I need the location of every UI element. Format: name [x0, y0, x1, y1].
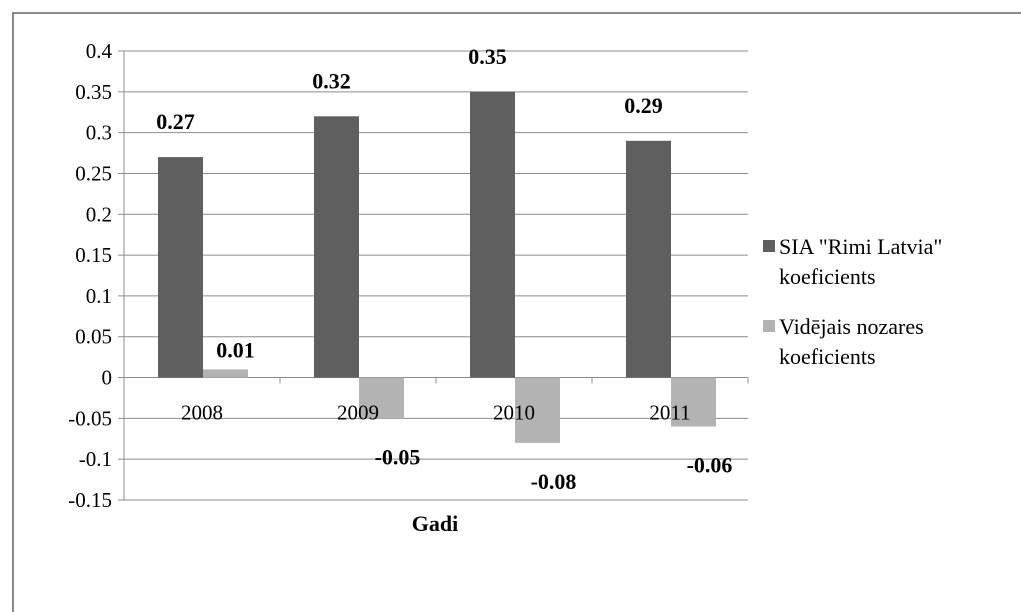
- y-tick-label: 0.1: [86, 284, 112, 308]
- y-tick-label: 0.2: [86, 202, 112, 226]
- x-tick-label: 2011: [649, 401, 690, 425]
- bar-series-2: [671, 377, 716, 427]
- legend-swatch: [763, 320, 775, 332]
- bars: [158, 91, 716, 443]
- x-tick-label: 2010: [493, 401, 535, 425]
- data-labels: 0.27 0.32 0.35 0.29 0.01 -0.05 -0.08 -0.06: [156, 44, 732, 494]
- data-label: 0.35: [468, 44, 507, 69]
- data-label: -0.06: [687, 453, 733, 478]
- chart-frame: [12, 12, 1021, 612]
- x-tick-label: 2008: [181, 401, 223, 425]
- bar-series-1: [626, 140, 671, 378]
- y-tick-label: -0.05: [68, 406, 112, 430]
- y-tick-label: 0.3: [86, 121, 112, 145]
- y-tick-label: -0.15: [68, 488, 112, 512]
- y-tick-label: 0.25: [75, 161, 112, 185]
- legend-label: SIA "Rimi Latvia": [779, 234, 942, 259]
- data-label: -0.05: [375, 444, 421, 469]
- legend-label: koeficients: [779, 344, 876, 369]
- data-label: -0.08: [531, 469, 577, 494]
- y-tick-label: -0.1: [79, 447, 112, 471]
- chart: 0.270.320.350.290.01-0.05-0.08-0.06 0.40…: [68, 39, 942, 536]
- bar-series-1: [314, 116, 359, 378]
- x-tick-label: 2009: [337, 401, 379, 425]
- y-tick-label: 0.35: [75, 80, 112, 104]
- legend-label: koeficients: [779, 264, 876, 289]
- y-tick-label: 0.4: [86, 39, 113, 63]
- x-axis-title: Gadi: [412, 511, 458, 536]
- bar-series-2: [203, 369, 248, 378]
- bar-series-1: [470, 91, 515, 378]
- data-label: 0.01: [216, 337, 255, 362]
- bar-series-1: [158, 157, 203, 378]
- legend-label: Vidējais nozares: [779, 314, 924, 339]
- legend-swatch: [763, 240, 775, 252]
- bar-series-2: [359, 377, 404, 419]
- y-tick-label: 0: [102, 366, 113, 390]
- bar-series-2: [515, 377, 560, 443]
- data-label: 0.29: [624, 93, 663, 118]
- data-label: 0.27: [156, 109, 195, 134]
- data-label: 0.32: [312, 68, 351, 93]
- tick-labels: 0.4 0.35 0.3 0.25 0.2 0.15 0.1 0.05 0 -0.05 -0.1 -0…: [68, 39, 690, 512]
- y-tick-label: 0.15: [75, 243, 112, 267]
- y-tick-label: 0.05: [75, 325, 112, 349]
- legend: SIA "Rimi Latvia" koeficients Vidējais noz…: [763, 234, 942, 369]
